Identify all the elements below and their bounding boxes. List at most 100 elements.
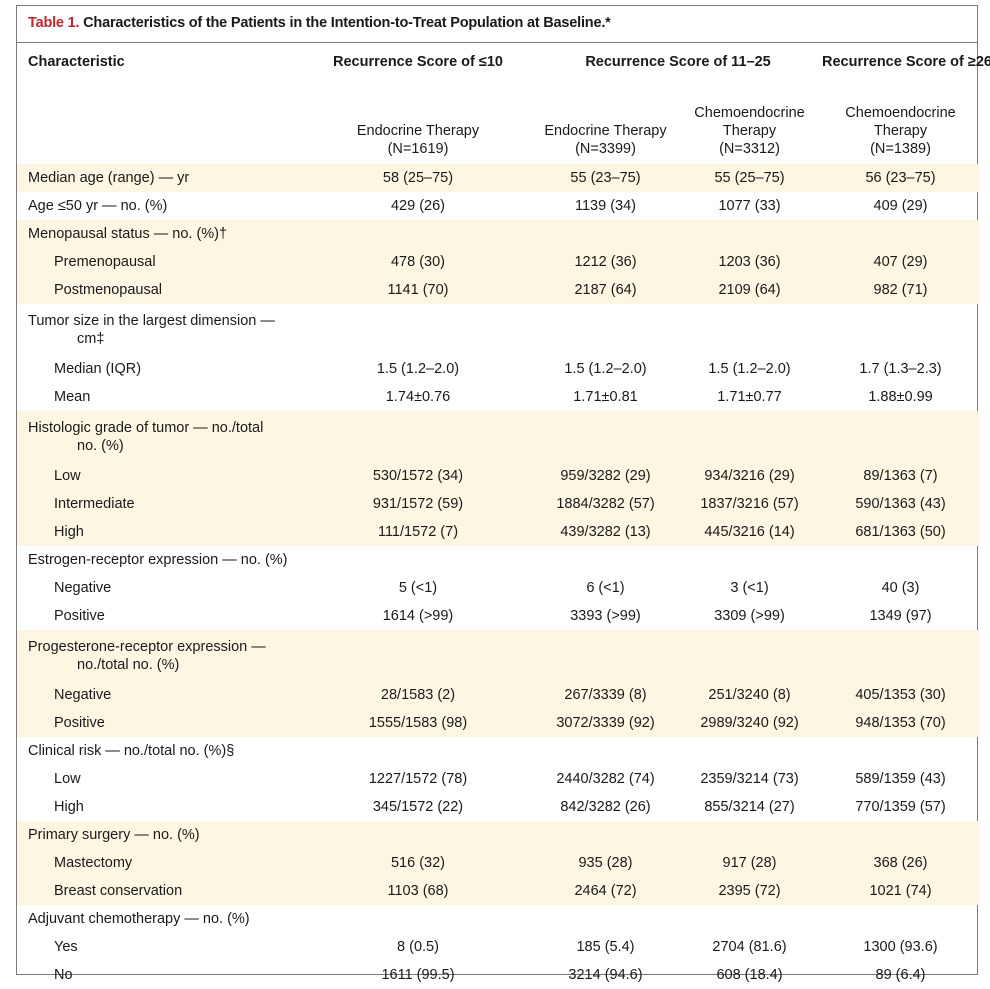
table-cell: 1837/3216 (57) xyxy=(677,490,823,518)
table-cell xyxy=(534,546,677,574)
table-row: Primary surgery — no. (%) xyxy=(17,821,980,849)
table-cell: 917 (28) xyxy=(677,849,823,877)
table-cell: 1300 (93.6) xyxy=(863,939,938,955)
table-cell: 89 (6.4) xyxy=(875,967,926,983)
table-cell: 1227/1572 (78) xyxy=(368,771,468,787)
table-cell: 1.71±0.77 xyxy=(717,389,782,405)
table-cell: 439/3282 (13) xyxy=(534,518,677,546)
table-cell: 948/1353 (70) xyxy=(822,709,980,737)
table-cell: 267/3339 (8) xyxy=(534,681,677,709)
row-label-line2: no./total no. (%) xyxy=(77,656,180,673)
row-label: Postmenopausal xyxy=(17,276,302,304)
table-cell: 2464 (72) xyxy=(534,877,677,905)
row-label: High xyxy=(17,518,302,546)
arm-header: Endocrine Therapy (N=3399) xyxy=(534,80,677,164)
table-cell: 445/3216 (14) xyxy=(677,518,823,546)
table-frame: Table 1. Characteristics of the Patients… xyxy=(16,5,990,983)
table-row: No 1611 (99.5) 3214 (94.6) 608 (18.4) 89 (6… xyxy=(17,961,979,989)
table-cell: 681/1363 (50) xyxy=(822,518,980,546)
row-label: Histologic grade of tumor — no./total no.… xyxy=(17,411,302,462)
table-cell: 3072/3339 (92) xyxy=(534,709,677,737)
table-cell: 530/1572 (34) xyxy=(302,462,534,490)
table-title-label: Table 1. xyxy=(28,15,80,31)
table-cell xyxy=(534,821,677,849)
table-row: Tumor size in the largest dimension — cm‡ xyxy=(17,304,979,355)
table-cell: 982 (71) xyxy=(822,276,980,304)
table-cell: 516 (32) xyxy=(302,849,534,877)
table-cell: 3393 (>99) xyxy=(570,608,641,624)
table-cell xyxy=(822,411,980,462)
table-cell: 2989/3240 (92) xyxy=(677,709,823,737)
table-cell xyxy=(822,737,979,765)
table-cell: 40 (3) xyxy=(881,580,920,596)
table-cell xyxy=(534,737,677,765)
table-cell xyxy=(677,546,822,574)
table-cell: 5 (<1) xyxy=(398,580,438,596)
table-cell xyxy=(822,630,980,681)
arm-header-line1: Chemoendocrine xyxy=(845,105,956,121)
table-cell: 185 (5.4) xyxy=(576,939,635,955)
row-label-line1: Progesterone-receptor expression — xyxy=(28,638,266,655)
arm-header-line1: Endocrine Therapy xyxy=(356,123,480,139)
table-row: Estrogen-receptor expression — no. (%) xyxy=(17,546,979,574)
arm-header-line2: Therapy xyxy=(722,123,777,139)
table-title-text: Characteristics of the Patients in the I… xyxy=(79,15,611,31)
table-cell: 608 (18.4) xyxy=(716,967,783,983)
table-cell: 590/1363 (43) xyxy=(822,490,980,518)
table-cell xyxy=(302,411,534,462)
table-cell: 251/3240 (8) xyxy=(677,681,823,709)
row-label: Yes xyxy=(54,939,78,955)
table-cell: 89/1363 (7) xyxy=(822,462,980,490)
row-label-line2: no. (%) xyxy=(77,437,124,454)
arm-header: Chemoendocrine Therapy (N=3312) xyxy=(677,80,822,164)
table-row: Positive 1614 (>99) 3393 (>99) 3309 (>99) 1… xyxy=(17,602,979,630)
table-cell xyxy=(822,821,980,849)
table-cell: 934/3216 (29) xyxy=(677,462,823,490)
arm-header-line1: Endocrine Therapy xyxy=(544,123,667,139)
table-cell: 1077 (33) xyxy=(718,198,781,214)
table-cell: 959/3282 (29) xyxy=(534,462,677,490)
table-cell: 1141 (70) xyxy=(302,276,534,304)
row-label: Positive xyxy=(17,709,302,737)
table-cell: 55 (23–75) xyxy=(534,164,677,192)
arm-header-line1: Chemoendocrine xyxy=(694,105,805,121)
group-header-row: Characteristic Recurrence Score of ≤10 R… xyxy=(17,43,990,80)
table-cell: 931/1572 (59) xyxy=(302,490,534,518)
table-cell xyxy=(822,220,980,248)
table-cell xyxy=(302,737,534,765)
table-row: Breast conservation 1103 (68) 2464 (72) 23… xyxy=(17,877,980,905)
table-cell: 1021 (74) xyxy=(822,877,980,905)
table-cell xyxy=(534,220,677,248)
table-row: Menopausal status — no. (%)† xyxy=(17,220,980,248)
table-cell: 1.7 (1.3–2.3) xyxy=(859,361,942,377)
table-cell: 345/1572 (22) xyxy=(372,799,464,815)
table-cell: 429 (26) xyxy=(390,198,445,214)
table-cell: 589/1359 (43) xyxy=(855,771,946,787)
row-label: Premenopausal xyxy=(17,248,302,276)
table-cell xyxy=(302,630,534,681)
table-row: Histologic grade of tumor — no./total no.… xyxy=(17,411,980,462)
table-row: Progesterone-receptor expression — no./to… xyxy=(17,630,980,681)
row-label: Low xyxy=(54,771,81,787)
table-cell xyxy=(822,304,979,355)
table-cell xyxy=(677,821,823,849)
table-row: Yes 8 (0.5) 185 (5.4) 2704 (81.6) 1300 (93.… xyxy=(17,933,979,961)
table-cell: 2440/3282 (74) xyxy=(556,771,655,787)
row-label: High xyxy=(54,799,84,815)
table-row: Mean 1.74±0.76 1.71±0.81 1.71±0.77 1.88±0.9… xyxy=(17,383,979,411)
table-cell: 842/3282 (26) xyxy=(560,799,651,815)
row-label: Mastectomy xyxy=(17,849,302,877)
group-header-mid: Recurrence Score of 11–25 xyxy=(585,53,771,70)
row-label: Median age (range) — yr xyxy=(17,164,302,192)
row-label: Progesterone-receptor expression — no./to… xyxy=(17,630,302,681)
table-cell: 58 (25–75) xyxy=(302,164,534,192)
table-cell: 8 (0.5) xyxy=(397,939,439,955)
table-cell xyxy=(302,304,534,355)
characteristic-header: Characteristic xyxy=(28,53,125,70)
table-cell xyxy=(677,905,822,933)
table-row: Mastectomy 516 (32) 935 (28) 917 (28) 368 (… xyxy=(17,849,980,877)
table-cell xyxy=(534,630,677,681)
table-cell: 1203 (36) xyxy=(677,248,823,276)
table-cell: 1611 (99.5) xyxy=(381,967,455,983)
table-cell: 28/1583 (2) xyxy=(302,681,534,709)
